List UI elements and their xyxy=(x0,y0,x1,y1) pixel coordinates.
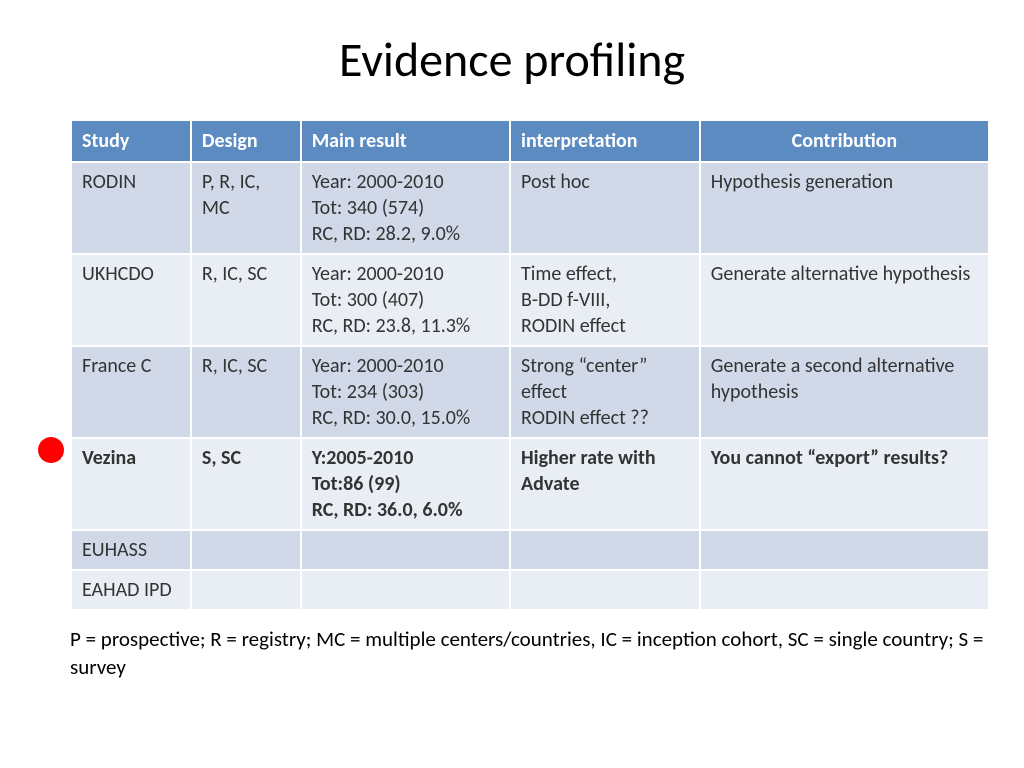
cell-main-result: Year: 2000-2010Tot: 340 (574)RC, RD: 28.… xyxy=(301,162,510,254)
col-header-main-result: Main result xyxy=(301,120,510,162)
highlight-marker-icon xyxy=(38,437,64,463)
cell-interpretation: Strong “center” effectRODIN effect ?? xyxy=(510,346,700,438)
cell-main-result: Year: 2000-2010Tot: 234 (303)RC, RD: 30.… xyxy=(301,346,510,438)
cell-interpretation: Time effect, B-DD f-VIII,RODIN effect xyxy=(510,254,700,346)
slide: Evidence profiling Study Design Main res… xyxy=(0,0,1024,768)
cell-design: R, IC, SC xyxy=(191,346,301,438)
cell-study: UKHCDO xyxy=(71,254,191,346)
cell-design xyxy=(191,570,301,610)
cell-study: EAHAD IPD xyxy=(71,570,191,610)
col-header-design: Design xyxy=(191,120,301,162)
cell-contribution: Hypothesis generation xyxy=(700,162,989,254)
slide-title: Evidence profiling xyxy=(40,30,984,89)
cell-design xyxy=(191,530,301,570)
cell-interpretation: Post hoc xyxy=(510,162,700,254)
table-row: RODIN P, R, IC, MC Year: 2000-2010Tot: 3… xyxy=(71,162,989,254)
cell-interpretation xyxy=(510,530,700,570)
table-header-row: Study Design Main result interpretation … xyxy=(71,120,989,162)
table-row: EAHAD IPD xyxy=(71,570,989,610)
col-header-study: Study xyxy=(71,120,191,162)
legend-text: P = prospective; R = registry; MC = mult… xyxy=(70,625,984,682)
cell-contribution: Generate alternative hypothesis xyxy=(700,254,989,346)
table-row: EUHASS xyxy=(71,530,989,570)
cell-interpretation xyxy=(510,570,700,610)
cell-design: P, R, IC, MC xyxy=(191,162,301,254)
cell-main-result xyxy=(301,530,510,570)
cell-study: Vezina xyxy=(71,438,191,530)
cell-main-result: Y:2005-2010Tot:86 (99)RC, RD: 36.0, 6.0% xyxy=(301,438,510,530)
cell-contribution: You cannot “export” results? xyxy=(700,438,989,530)
cell-contribution xyxy=(700,530,989,570)
cell-study: France C xyxy=(71,346,191,438)
table-row-highlighted: Vezina S, SC Y:2005-2010Tot:86 (99)RC, R… xyxy=(71,438,989,530)
table-row: UKHCDO R, IC, SC Year: 2000-2010Tot: 300… xyxy=(71,254,989,346)
table-container: Study Design Main result interpretation … xyxy=(70,119,984,611)
table-body: RODIN P, R, IC, MC Year: 2000-2010Tot: 3… xyxy=(71,162,989,610)
col-header-interpretation: interpretation xyxy=(510,120,700,162)
cell-study: RODIN xyxy=(71,162,191,254)
evidence-table: Study Design Main result interpretation … xyxy=(70,119,990,611)
cell-study: EUHASS xyxy=(71,530,191,570)
cell-main-result: Year: 2000-2010Tot: 300 (407)RC, RD: 23.… xyxy=(301,254,510,346)
cell-design: R, IC, SC xyxy=(191,254,301,346)
table-row: France C R, IC, SC Year: 2000-2010Tot: 2… xyxy=(71,346,989,438)
cell-main-result xyxy=(301,570,510,610)
cell-contribution: Generate a second alternative hypothesis xyxy=(700,346,989,438)
cell-design: S, SC xyxy=(191,438,301,530)
cell-contribution xyxy=(700,570,989,610)
cell-interpretation: Higher rate with Advate xyxy=(510,438,700,530)
col-header-contribution: Contribution xyxy=(700,120,989,162)
